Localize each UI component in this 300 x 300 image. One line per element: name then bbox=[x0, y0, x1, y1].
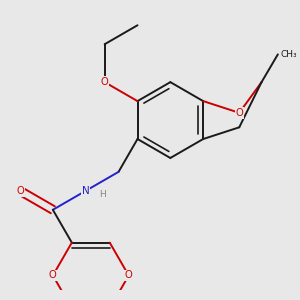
Text: O: O bbox=[236, 108, 243, 118]
Text: H: H bbox=[99, 190, 105, 199]
Text: O: O bbox=[101, 77, 109, 87]
Text: N: N bbox=[82, 186, 90, 196]
Text: CH₃: CH₃ bbox=[281, 50, 298, 59]
Text: O: O bbox=[125, 271, 133, 281]
Text: O: O bbox=[16, 186, 24, 196]
Text: O: O bbox=[49, 271, 57, 281]
